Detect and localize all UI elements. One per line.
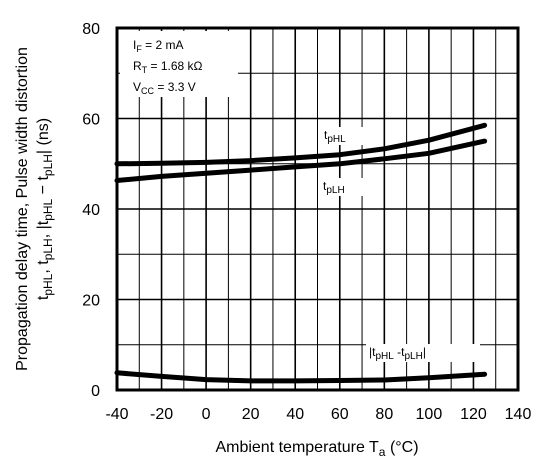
y-axis-label-e: | (35, 150, 52, 154)
series-label-pwd-background (366, 344, 480, 362)
x-tick-labels: -40 -20 0 20 40 60 80 100 120 140 (105, 406, 531, 423)
series-label-tplh-background (320, 178, 366, 196)
y-tick-label: 60 (82, 112, 100, 129)
y-axis-label-c: , |t (35, 220, 52, 238)
y-axis-label-d: − t (35, 176, 52, 199)
series-label-tphl-main: t (324, 128, 328, 142)
series-label-tphl-sub: pHL (327, 134, 346, 145)
condition-rt-sub: T (142, 65, 148, 75)
plot-frame (115, 26, 520, 392)
condition-if-main: I (133, 38, 136, 52)
x-tick-label: 40 (286, 406, 304, 423)
x-tick-label: 0 (202, 406, 211, 423)
x-axis-label: Ambient temperature Ta (°C) (215, 439, 418, 459)
series-label-pwd-text: |tpHL -tpLH| (369, 345, 426, 362)
condition-vcc-main: V (133, 80, 141, 94)
y-axis-label-unit: (ns) (35, 118, 52, 146)
series-label-tplh-main: t (323, 179, 327, 193)
condition-vcc: VCC = 3.3 V (133, 80, 196, 96)
series-line-tplh (114, 138, 488, 183)
series-label-pwd-sub: pHL (375, 351, 394, 362)
y-axis-label-d-sub: pLH (41, 154, 55, 176)
y-axis-label-line2: tpHL, tpLH, |tpHL − tpLH| (ns) (35, 118, 55, 300)
series-label-tplh: tpLH (320, 178, 366, 196)
x-tick-label: -40 (105, 406, 128, 423)
y-tick-label: 0 (91, 383, 100, 400)
series-label-pwd-mid: -t (394, 345, 405, 359)
series-label-tphl: tpHL (321, 127, 367, 145)
conditions-box: IF = 2 mA RT = 1.68 kΩ VCC = 3.3 V (120, 31, 238, 97)
condition-vcc-rest: = 3.3 V (154, 80, 196, 94)
x-axis-label-text: Ambient temperature (215, 439, 365, 456)
x-axis-label-symbol: T (369, 439, 379, 456)
condition-if-rest: = 2 mA (142, 38, 184, 52)
condition-vcc-sub: CC (141, 86, 154, 96)
x-tick-label: 80 (375, 406, 393, 423)
y-tick-label: 20 (82, 293, 100, 310)
condition-if: IF = 2 mA (133, 38, 184, 54)
series-line-pulse-width-distortion (114, 370, 488, 384)
series-label-pwd-main: |t (369, 345, 376, 359)
series-group (114, 122, 488, 384)
x-tick-label: 100 (416, 406, 443, 423)
conditions-background (120, 31, 238, 97)
x-tick-label: 60 (331, 406, 349, 423)
series-line-tphl (114, 122, 488, 167)
series-label-pwd-end: | (423, 345, 426, 359)
grid (117, 28, 518, 390)
condition-rt-rest: = 1.68 kΩ (147, 59, 202, 73)
y-axis-label-b-sub: pLH (41, 238, 55, 260)
series-label-tplh-text: tpLH (323, 179, 345, 196)
condition-if-sub: F (136, 44, 142, 54)
x-tick-label: 20 (242, 406, 260, 423)
x-tick-label: -20 (150, 406, 173, 423)
series-label-tphl-background (321, 127, 367, 145)
y-tick-label: 40 (82, 202, 100, 219)
y-tick-labels: 0 20 40 60 80 (82, 21, 100, 400)
y-axis-label-c-sub: pHL (41, 198, 55, 220)
x-tick-label: 140 (505, 406, 532, 423)
series-label-pwd: |tpHL -tpLH| (366, 344, 480, 362)
condition-rt: RT = 1.68 kΩ (133, 59, 203, 75)
series-label-tplh-sub: pLH (326, 185, 344, 196)
y-axis-label-line1: Propagation delay time, Pulse width dist… (14, 47, 31, 371)
y-axis-label-a-sub: pHL (41, 273, 55, 295)
series-label-pwd-sub2: pLH (404, 351, 422, 362)
x-axis-label-unit: (°C) (390, 439, 419, 456)
y-axis-label-b: , t (35, 260, 52, 274)
series-label-tphl-text: tpHL (324, 128, 346, 145)
y-axis-label-a: t (35, 295, 52, 300)
y-tick-label: 80 (82, 21, 100, 38)
condition-rt-main: R (133, 59, 142, 73)
x-tick-label: 120 (460, 406, 487, 423)
x-axis-label-symbol-sub: a (379, 445, 386, 459)
